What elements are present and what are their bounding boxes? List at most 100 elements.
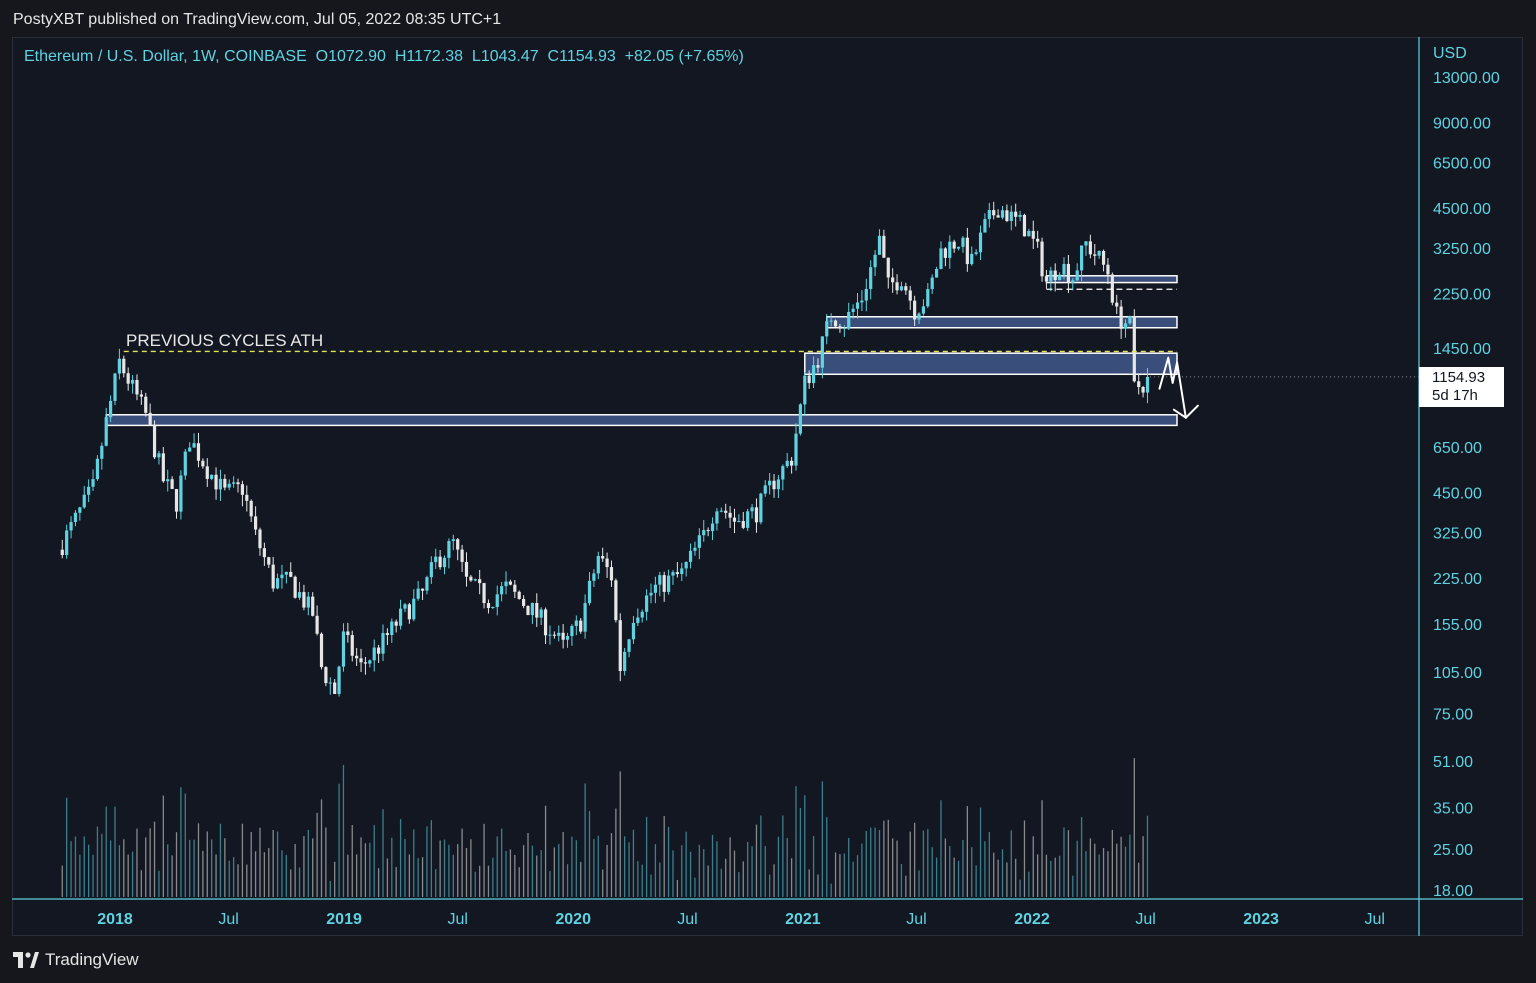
candle-body (763, 485, 767, 494)
price-tick-label: 155.00 (1433, 617, 1482, 634)
candle-body (179, 475, 183, 512)
candle-body (188, 447, 192, 452)
candle-body (183, 451, 187, 476)
currency-label[interactable]: USD (1433, 45, 1467, 62)
candle-body (877, 235, 882, 255)
candle-body (148, 412, 152, 425)
candle-body (891, 277, 895, 283)
time-tick-label: 2022 (1014, 911, 1050, 928)
candle-body (974, 252, 978, 254)
candle-body (1062, 263, 1066, 275)
candle-body (328, 682, 332, 684)
candle-body (649, 592, 653, 596)
candle-body (240, 484, 245, 495)
candle-body (1101, 250, 1106, 265)
candle-body (359, 658, 363, 663)
candle-body (899, 286, 904, 291)
candle-body (746, 511, 750, 528)
candle-body (794, 433, 798, 466)
ath-annotation-label[interactable]: PREVIOUS CYCLES ATH (126, 331, 324, 350)
candle-body (965, 237, 969, 265)
candle-body (1014, 211, 1018, 217)
candle-body (921, 306, 926, 314)
candle-body (73, 512, 78, 522)
candle-body (675, 572, 679, 575)
candle-body (205, 466, 209, 479)
candle-body (798, 404, 802, 434)
candle-body (645, 595, 649, 612)
candle-body (926, 289, 930, 307)
candle-body (87, 486, 91, 495)
candle-body (908, 290, 912, 301)
candle-body (258, 529, 262, 549)
candle-body (1079, 245, 1084, 271)
candle-body (1049, 270, 1053, 282)
candle-body (666, 575, 671, 592)
candle-body (434, 556, 438, 563)
candle-body (355, 655, 359, 659)
candle-body (293, 576, 297, 598)
candle-body (886, 257, 890, 278)
symbol-info-line[interactable]: Ethereum / U.S. Dollar, 1W, COINBASE O10… (24, 48, 744, 66)
candle-body (1031, 230, 1035, 239)
time-tick-label: Jul (906, 911, 926, 928)
candle-body (390, 621, 394, 635)
candle-body (574, 620, 578, 626)
candle-body (420, 588, 425, 591)
candle-body (337, 666, 341, 694)
candle-body (227, 483, 231, 488)
candle-body (232, 482, 236, 484)
ohlc-close: C1154.93 (547, 48, 616, 65)
candle-body (315, 615, 319, 634)
candle-body (280, 574, 284, 579)
drawing-annotations (123, 288, 1419, 420)
chart-frame[interactable] (12, 37, 1523, 936)
candle-body (882, 235, 886, 258)
candle-body (601, 555, 605, 559)
candle-body (548, 634, 552, 636)
candle-body (939, 248, 943, 269)
axes: 13000.00 9000.00 6500.00 4500.00 3250.00 2250… (12, 37, 1523, 936)
candle-body (992, 210, 996, 216)
candle-body (491, 606, 495, 609)
last-price-tag: 1154.93 5d 17h (1419, 367, 1504, 407)
candle-body (196, 443, 201, 461)
candle-body (368, 660, 372, 664)
candle-body (820, 336, 824, 368)
candle-body (759, 493, 763, 523)
price-tick-label: 105.00 (1433, 665, 1482, 682)
candle-body (517, 591, 521, 599)
candle-body (214, 474, 218, 490)
price-change: +82.05 (+7.65%) (624, 48, 744, 65)
time-tick-label: Jul (677, 911, 697, 928)
candle-body (152, 424, 157, 458)
candle-body (117, 358, 121, 374)
candle-body (987, 210, 991, 220)
candle-body (1040, 241, 1044, 277)
tradingview-logo[interactable]: TradingView (13, 950, 139, 970)
candle-body (838, 326, 842, 329)
candle-body (715, 511, 719, 524)
candle-body (1137, 381, 1141, 388)
candle-body (530, 603, 534, 616)
candle-body (948, 241, 952, 258)
candle-body (614, 580, 618, 621)
candle-body (811, 365, 816, 384)
candle-body (1106, 264, 1110, 275)
candle-body (324, 667, 328, 684)
candle-body (627, 639, 631, 652)
candle-body (772, 480, 776, 490)
price-tick-label: 75.00 (1433, 707, 1473, 724)
candle-body (473, 579, 477, 581)
candle-body (346, 631, 350, 636)
candle-body (1119, 306, 1123, 329)
candle-body (236, 482, 240, 485)
candle-body (522, 598, 526, 606)
candle-body (583, 603, 587, 632)
candle-body (750, 507, 754, 512)
candle-body (135, 379, 139, 395)
candle-body (508, 581, 513, 585)
candle-body (311, 596, 315, 616)
time-tick-label: Jul (1135, 911, 1155, 928)
